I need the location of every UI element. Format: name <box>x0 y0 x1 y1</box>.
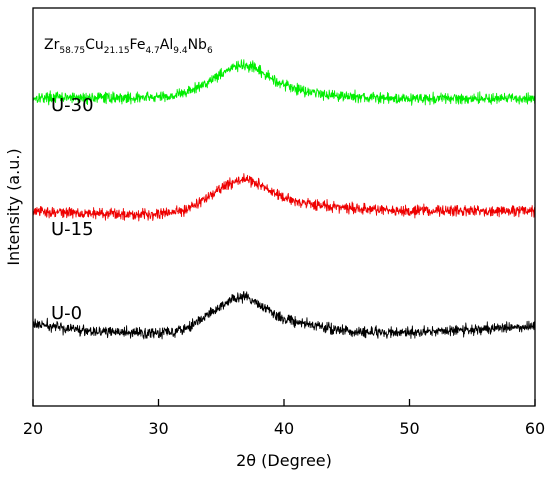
composition-element: Zr <box>44 37 60 53</box>
series-label-u-0: U-0 <box>51 303 82 324</box>
composition-subscript: 58.75 <box>59 46 85 56</box>
plot-frame <box>32 7 536 407</box>
x-axis-ticks: 20 30 40 50 60 <box>23 399 545 438</box>
composition-subscript: 4.7 <box>145 46 159 56</box>
series-labels: U-30 U-15 U-0 <box>51 95 94 324</box>
composition-title: Zr58.75Cu21.15Fe4.7Al9.4Nb6 <box>44 37 213 56</box>
plot-lines <box>32 59 536 340</box>
composition-subscript: 6 <box>207 46 213 56</box>
y-axis-label: Intensity (a.u.) <box>4 148 23 265</box>
composition-element: Al <box>160 37 173 53</box>
x-tick-label: 40 <box>274 419 294 438</box>
composition-element: Fe <box>130 37 146 53</box>
composition-element: Nb <box>188 37 207 53</box>
series-label-u-30: U-30 <box>51 95 94 116</box>
series-line-u-0 <box>32 291 536 340</box>
composition-element: Cu <box>85 37 104 53</box>
composition-subscript: 21.15 <box>104 46 130 56</box>
series-line-u-15 <box>32 173 536 222</box>
composition-subscript: 9.4 <box>173 46 188 56</box>
x-tick-label: 30 <box>148 419 168 438</box>
x-tick-label: 50 <box>399 419 419 438</box>
x-tick-label: 60 <box>525 419 545 438</box>
x-axis-label: 2θ (Degree) <box>236 451 332 470</box>
series-line-u-30 <box>32 59 536 106</box>
series-label-u-15: U-15 <box>51 219 94 240</box>
x-tick-label: 20 <box>23 419 43 438</box>
